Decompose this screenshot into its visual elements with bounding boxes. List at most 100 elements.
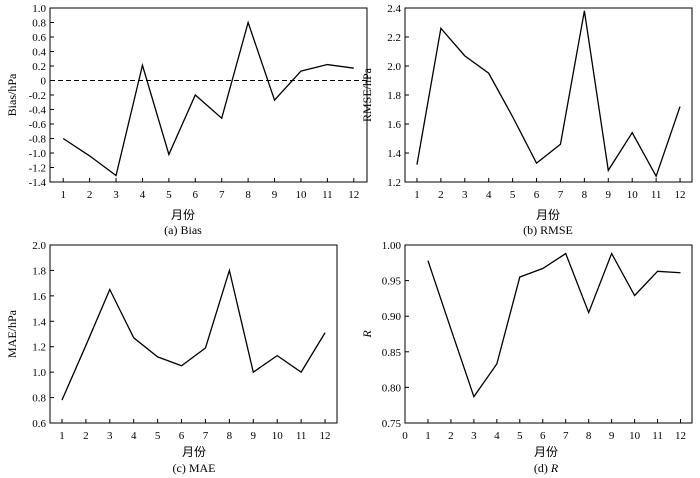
mae-plot-area: 0.60.81.01.21.41.61.82.01 2 3 4 5 6 7 8 9 10 11 12 xyxy=(32,240,338,442)
bias-x-tick-label: 11 xyxy=(322,189,333,201)
bias-y-tick-label: -1.4 xyxy=(29,177,47,189)
mae-y-tick-label: 0.6 xyxy=(32,418,46,430)
rmse-x-tick-label: 4 xyxy=(486,189,492,201)
r-caption-prefix: (d) xyxy=(534,461,548,475)
rmse-ylabel: RMSE/hPa xyxy=(360,67,374,122)
mae-x-tick-label: 9 xyxy=(251,430,257,442)
bias-y-tick-label: 0.8 xyxy=(32,18,46,30)
mae-series-line xyxy=(61,267,326,401)
bias-series-line xyxy=(62,20,354,177)
r-y-tick-label: 1.00 xyxy=(382,240,402,252)
bias-y-tick-label: -1.2 xyxy=(29,163,46,175)
r-plot-frame xyxy=(404,244,693,424)
r-x-tick-label: 12 xyxy=(675,430,686,442)
rmse-y-tick-label: 2.2 xyxy=(387,32,401,44)
mae-y-tick-label: 1.2 xyxy=(32,342,46,354)
r-xlabel: 月份 xyxy=(534,445,558,459)
mae-x-tick-label: 10 xyxy=(272,430,284,442)
rmse-x-tick-label: 9 xyxy=(606,189,612,201)
r-x-tick-label: 10 xyxy=(629,430,641,442)
mae-y-tick-label: 2.0 xyxy=(32,240,46,252)
r-y-tick-label: 0.85 xyxy=(382,347,402,359)
panel-rmse: 1.21.41.61.82.02.22.41 2 3 4 5 6 7 8 9 10 11 12 月份 … xyxy=(360,3,693,237)
rmse-x-tick-label: 7 xyxy=(558,189,564,201)
mae-xlabel: 月份 xyxy=(182,445,206,459)
bias-x-tick-label: 9 xyxy=(272,189,278,201)
r-x-tick-label: 7 xyxy=(563,430,569,442)
rmse-xlabel: 月份 xyxy=(536,208,560,222)
rmse-plot-area: 1.21.41.61.82.02.22.41 2 3 4 5 6 7 8 9 10 11 12 xyxy=(387,3,693,201)
rmse-x-tick-label: 6 xyxy=(534,189,540,201)
bias-y-tick-label: 0.6 xyxy=(32,32,46,44)
rmse-y-tick-label: 1.6 xyxy=(387,119,401,131)
rmse-x-tick-label: 5 xyxy=(510,189,516,201)
bias-x-tick-label: 12 xyxy=(348,189,359,201)
rmse-x-tick-label: 12 xyxy=(675,189,686,201)
rmse-y-tick-label: 2.4 xyxy=(387,3,401,15)
bias-x-tick-label: 10 xyxy=(295,189,307,201)
mae-x-tick-label: 8 xyxy=(227,430,233,442)
r-x-tick-label: 8 xyxy=(586,430,592,442)
mae-caption: (c) MAE xyxy=(173,461,216,475)
bias-x-tick-label: 5 xyxy=(166,189,172,201)
rmse-x-tick-label: 3 xyxy=(462,189,468,201)
rmse-y-tick-label: 1.2 xyxy=(387,177,401,189)
panel-mae: 0.60.81.01.21.41.61.82.01 2 3 4 5 6 7 8 9 10 11 12 … xyxy=(5,240,338,475)
rmse-x-tick-label: 11 xyxy=(651,189,662,201)
panel-r: 0.750.800.850.900.951.000 1 2 3 4 5 6 7 8 9 10 11 12… xyxy=(360,240,693,475)
mae-y-tick-label: 0.8 xyxy=(32,393,46,405)
bias-x-tick-label: 1 xyxy=(60,189,66,201)
r-x-tick-label: 0 xyxy=(402,430,408,442)
r-caption: (d) R xyxy=(534,461,559,475)
r-y-tick-label: 0.75 xyxy=(382,418,402,430)
bias-y-tick-label: -0.4 xyxy=(29,105,47,117)
mae-plot-frame xyxy=(49,244,338,424)
mae-x-tick-label: 7 xyxy=(203,430,209,442)
rmse-y-tick-label: 1.4 xyxy=(387,148,401,160)
mae-x-tick-label: 3 xyxy=(107,430,113,442)
mae-x-tick-label: 11 xyxy=(296,430,307,442)
bias-x-tick-label: 6 xyxy=(193,189,199,201)
r-caption-var: R xyxy=(550,461,559,475)
mae-x-tick-label: 5 xyxy=(155,430,161,442)
r-x-tick-label: 2 xyxy=(448,430,454,442)
bias-y-tick-label: 0 xyxy=(41,76,47,88)
r-x-tick-label: 9 xyxy=(609,430,615,442)
mae-y-tick-label: 1.0 xyxy=(32,367,46,379)
rmse-x-tick-label: 2 xyxy=(438,189,444,201)
mae-y-tick-label: 1.4 xyxy=(32,316,46,328)
r-x-tick-label: 5 xyxy=(517,430,523,442)
bias-plot-area: -1.4 -1.2 -1.0 -0.8 -0.6 -0.4 -0.2 0 0.2 0.4 0.6 0.… xyxy=(29,3,368,201)
r-x-tick-label: 11 xyxy=(652,430,663,442)
r-y-tick-label: 0.90 xyxy=(382,311,402,323)
mae-x-tick-label: 6 xyxy=(179,430,185,442)
mae-y-tick-label: 1.8 xyxy=(32,265,46,277)
rmse-y-tick-label: 2.0 xyxy=(387,61,401,73)
bias-plot-frame xyxy=(49,7,368,183)
r-x-tick-label: 4 xyxy=(494,430,500,442)
r-x-tick-label: 3 xyxy=(471,430,477,442)
bias-y-tick-label: -0.6 xyxy=(29,119,47,131)
rmse-y-tick-label: 1.8 xyxy=(387,90,401,102)
bias-x-tick-label: 7 xyxy=(219,189,225,201)
rmse-x-tick-label: 10 xyxy=(627,189,639,201)
mae-y-tick-label: 1.6 xyxy=(32,291,46,303)
rmse-caption: (b) RMSE xyxy=(523,223,573,237)
mae-x-tick-label: 4 xyxy=(131,430,137,442)
bias-x-tick-label: 3 xyxy=(113,189,119,201)
rmse-x-tick-label: 1 xyxy=(414,189,420,201)
rmse-plot-frame xyxy=(404,7,693,183)
bias-caption: (a) Bias xyxy=(164,223,202,237)
bias-y-tick-label: -0.8 xyxy=(29,134,47,146)
r-x-tick-label: 6 xyxy=(540,430,546,442)
r-series-line xyxy=(427,252,681,399)
rmse-x-tick-label: 8 xyxy=(582,189,588,201)
bias-y-tick-label: 0.2 xyxy=(32,61,46,73)
r-y-tick-label: 0.80 xyxy=(382,382,402,394)
bias-y-tick-label: -1.0 xyxy=(29,148,47,160)
r-y-tick-label: 0.95 xyxy=(382,276,402,288)
mae-x-tick-label: 2 xyxy=(83,430,89,442)
bias-y-tick-label: 1.0 xyxy=(32,3,46,15)
mae-ylabel: MAE/hPa xyxy=(5,309,19,358)
